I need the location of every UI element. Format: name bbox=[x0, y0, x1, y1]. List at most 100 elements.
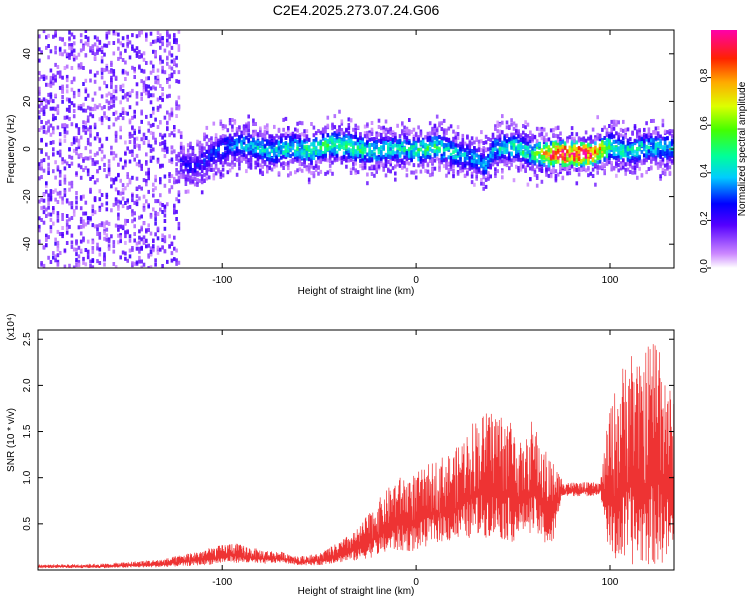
spectrogram-cell bbox=[107, 125, 111, 130]
spectrogram-cell bbox=[596, 156, 599, 161]
snr-y-label: SNR (10 * v/v) bbox=[6, 408, 17, 472]
spectrogram-cell bbox=[594, 163, 597, 167]
spectrogram-cell bbox=[52, 99, 55, 104]
spectrogram-cell bbox=[389, 128, 392, 133]
spectrogram-cell bbox=[42, 245, 46, 250]
spectrogram-cell bbox=[615, 119, 618, 124]
spectrogram-cell bbox=[186, 189, 190, 194]
spectrogram-cell bbox=[368, 143, 371, 147]
spectrogram-cell bbox=[647, 127, 651, 132]
spectrogram-cell bbox=[294, 127, 297, 132]
spectrogram-cell bbox=[640, 173, 644, 178]
spectrogram-cell bbox=[135, 34, 139, 39]
spectrogram-cell bbox=[63, 123, 67, 128]
spectrogram-cell bbox=[566, 156, 569, 161]
spectrogram-cell bbox=[421, 151, 425, 155]
spectrogram-cell bbox=[501, 150, 504, 155]
spectrogram-cell bbox=[289, 148, 292, 153]
spectrogram-cell bbox=[117, 46, 120, 51]
spectrogram-cell bbox=[145, 239, 148, 244]
spectrogram-cell bbox=[168, 112, 171, 117]
spectrogram-cell bbox=[552, 169, 555, 174]
spectrogram-cell bbox=[154, 52, 157, 57]
spectrogram-cell bbox=[540, 148, 544, 153]
spectrogram-cell bbox=[47, 92, 50, 97]
spectrogram-cell bbox=[589, 148, 593, 153]
spectrogram-cell bbox=[426, 163, 430, 168]
spectrogram-cell bbox=[70, 46, 74, 51]
spectrogram-cell bbox=[566, 152, 569, 157]
spectrogram-cell bbox=[529, 177, 532, 182]
spectrogram-cell bbox=[640, 143, 644, 148]
spectrogram-cell bbox=[612, 147, 616, 152]
spectrogram-cell bbox=[370, 164, 374, 169]
spectrogram-cell bbox=[656, 153, 660, 158]
spectrogram-cell bbox=[473, 155, 476, 160]
spectrogram-cell bbox=[61, 157, 64, 162]
spectrogram-cell bbox=[96, 232, 99, 236]
spectrogram-cell bbox=[556, 144, 560, 149]
spectrogram-cell bbox=[570, 152, 574, 157]
spectrogram-cell bbox=[149, 158, 153, 163]
spectrogram-cell bbox=[366, 122, 369, 127]
spectrogram-cell bbox=[463, 173, 467, 178]
spectrogram-cell bbox=[133, 200, 136, 205]
spectrogram-cell bbox=[235, 172, 239, 177]
spectrogram-cell bbox=[591, 162, 595, 167]
spectrogram-cell bbox=[389, 159, 392, 164]
spectrogram-cell bbox=[47, 201, 50, 206]
spectrogram-cell bbox=[221, 134, 225, 138]
spectrogram-cell bbox=[643, 139, 646, 144]
spectrogram-cell bbox=[231, 156, 234, 161]
spectrogram-cell bbox=[168, 77, 171, 82]
spectrogram-cell bbox=[154, 39, 157, 44]
spectrogram-cell bbox=[556, 138, 560, 143]
spectrogram-cell bbox=[98, 223, 102, 228]
spectrogram-cell bbox=[473, 182, 476, 187]
spectrogram-cell bbox=[196, 182, 199, 187]
spectrogram-cell bbox=[656, 133, 660, 138]
spectrogram-cell bbox=[352, 134, 355, 139]
spectrogram-cell bbox=[266, 126, 269, 131]
spectrogram-cell bbox=[517, 154, 520, 159]
spectrogram-cell bbox=[168, 93, 171, 98]
spectrogram-cell bbox=[435, 152, 439, 157]
spectrogram-cell bbox=[538, 162, 541, 167]
spectrogram-cell bbox=[540, 169, 544, 173]
spectrogram-cell bbox=[217, 147, 220, 152]
spectrogram-cell bbox=[242, 130, 246, 135]
spectrogram-cell bbox=[333, 156, 337, 161]
spectrogram-cell bbox=[501, 142, 504, 147]
spectrogram-cell bbox=[70, 216, 74, 220]
spectrogram-cell bbox=[414, 139, 418, 144]
spectrogram-cell bbox=[65, 219, 69, 224]
spectrogram-cell bbox=[540, 136, 544, 141]
spectrogram-cell bbox=[477, 168, 481, 173]
spectrogram-cell bbox=[631, 153, 634, 158]
spectrogram-cell bbox=[84, 53, 88, 58]
spectrogram-cell bbox=[540, 129, 544, 134]
spectrogram-cell bbox=[161, 135, 164, 140]
spectrogram-cell bbox=[363, 161, 367, 166]
spectrogram-cell bbox=[52, 76, 55, 81]
spectrogram-cell bbox=[477, 143, 481, 148]
spectrogram-cell bbox=[105, 174, 109, 179]
spectrogram-cell bbox=[179, 141, 183, 146]
spectrogram-cell bbox=[440, 142, 444, 147]
spectrogram-cell bbox=[626, 149, 630, 154]
spectrogram-cell bbox=[517, 168, 520, 173]
spectrogram-cell bbox=[263, 144, 267, 149]
spectrogram-cell bbox=[580, 163, 583, 168]
spectrogram-cell bbox=[52, 210, 55, 215]
spectrogram-cell bbox=[312, 133, 316, 138]
spectrogram-cell bbox=[191, 171, 195, 176]
spectrogram-cell bbox=[489, 150, 492, 155]
spectrogram-cell bbox=[482, 170, 485, 175]
spectrogram-cell bbox=[56, 200, 60, 204]
spectrogram-cell bbox=[291, 131, 295, 136]
spectrogram-cell bbox=[573, 167, 576, 172]
spectrogram-cell bbox=[419, 169, 423, 174]
spectrogram-cell bbox=[75, 257, 78, 262]
spectrogram-cell bbox=[128, 140, 132, 144]
spectrogram-cell bbox=[189, 167, 192, 172]
